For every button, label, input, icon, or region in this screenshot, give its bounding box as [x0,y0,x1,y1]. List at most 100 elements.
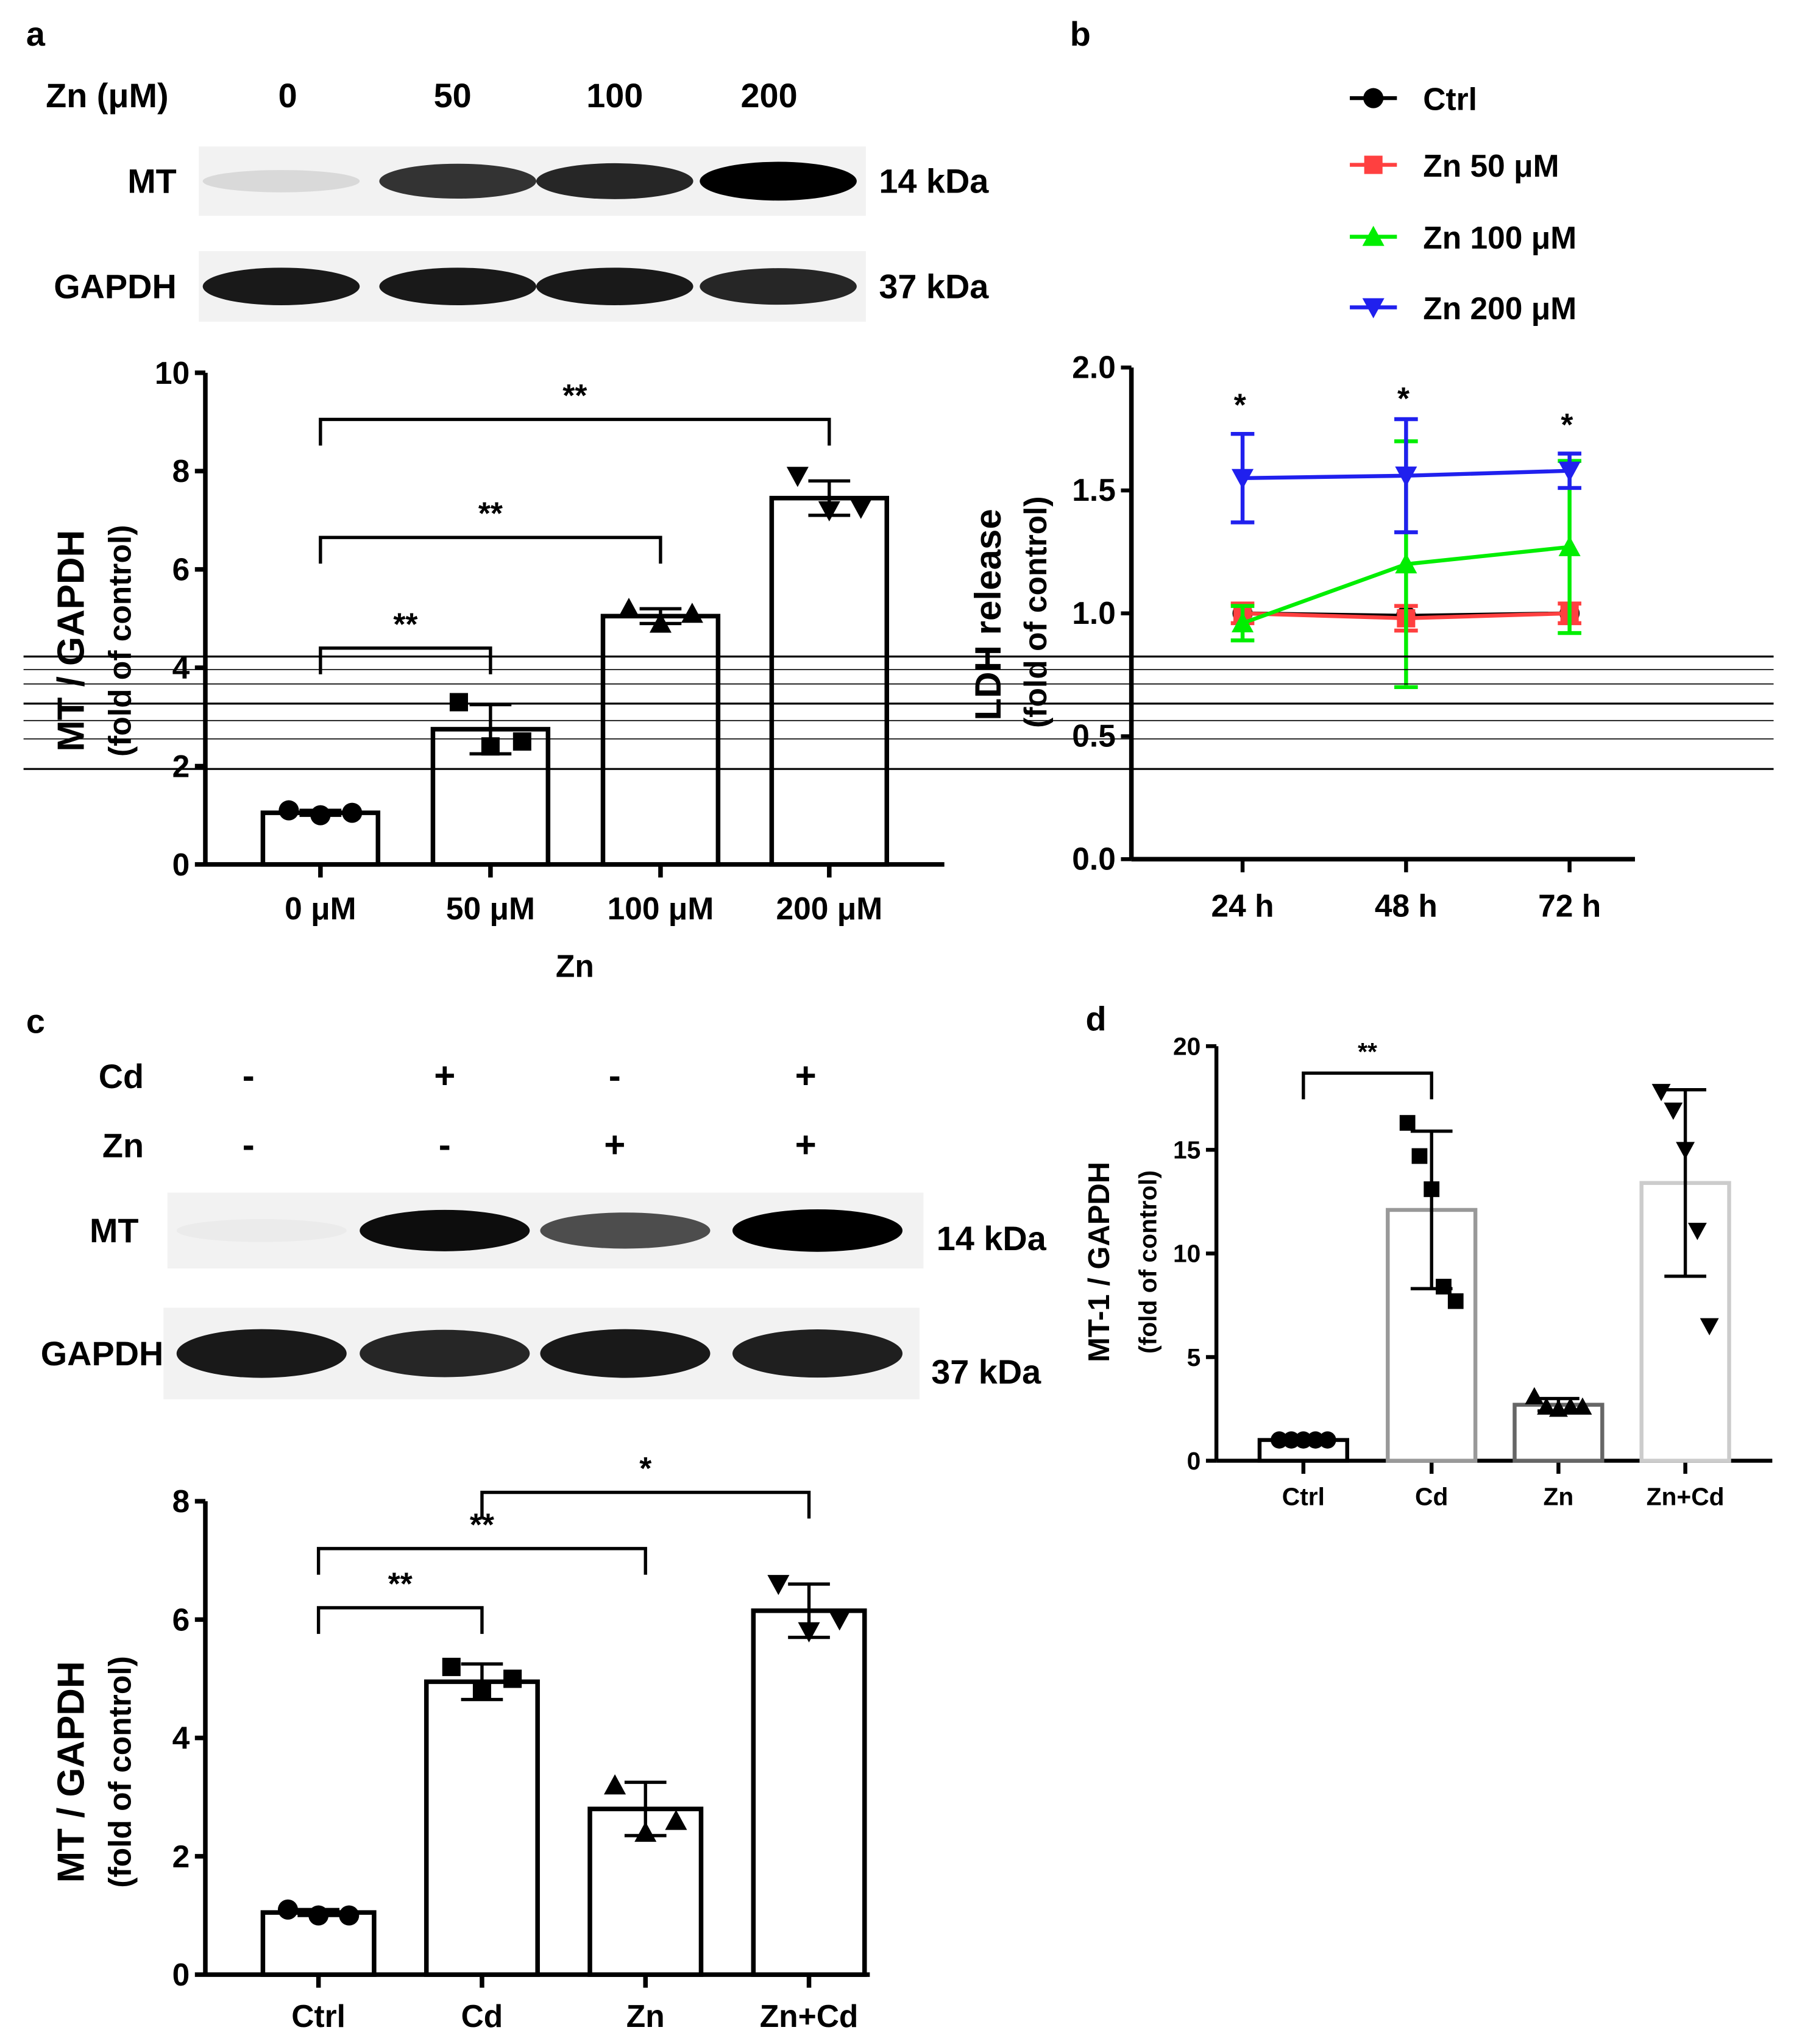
chart-d-y-tick-label: 5 [1187,1343,1201,1371]
scan-artifact-lines [23,655,1774,770]
panel-label-a: a [26,15,46,53]
blot-c-mt-band [360,1209,530,1251]
blot-c-sign: - [243,1055,255,1096]
chart-b-series-zn-100-m-point [1232,612,1254,632]
chart-c-significance-bracket [316,1547,647,1575]
chart-b-legend-label: Zn 100 μM [1423,220,1576,255]
blot-a-lane-label: 100 [586,76,643,115]
panel-label-b: b [1070,15,1091,53]
chart-d-y-tick-label: 10 [1173,1240,1200,1268]
chart-b-y-tick-label: 1.5 [1072,472,1116,507]
chart-a-bar [600,614,721,867]
chart-c-significance-bracket [316,1606,484,1634]
blot-a-row-label: GAPDH [54,267,177,305]
chart-a-data-point [849,498,872,519]
chart-b-legend-label: Zn 200 μM [1423,291,1576,326]
chart-a-data-point [481,737,500,756]
chart-b-y-tick-label: 0.0 [1072,841,1116,876]
chart-b-series-zn-100-m-point [1395,553,1417,574]
chart-c-significance-label: ** [388,1566,413,1602]
chart-a-y-tick-label: 6 [172,552,190,587]
chart-d-y-label: MT-1 / GAPDH [1083,1162,1116,1362]
blot-c-condition-label: Zn [102,1126,144,1165]
chart-d-x-tick-label: Zn [1544,1483,1574,1511]
blot-c-condition-label: Cd [99,1057,144,1095]
chart-b-significance-label: * [1561,407,1573,442]
blot-c-sign: - [439,1125,451,1165]
blot-a-mt-band [379,163,537,199]
blot-a-header-label: Zn (μM) [46,76,168,115]
chart-b-y-label: LDH release [968,509,1009,720]
chart-c-x-tick-label: Zn [626,1998,665,2034]
chart-a-y-label-2: (fold of control) [102,525,138,757]
chart-d-x-tick-label: Zn+Cd [1647,1483,1725,1511]
chart-a-significance-bracket [319,417,831,446]
blot-a-gapdh-band [379,267,537,305]
chart-b-significance-label: * [1397,381,1410,416]
chart-d-data-point [1664,1102,1683,1120]
blot-a-kda-label: 14 kDa [879,162,989,200]
blot-a-gapdh-band [536,267,693,305]
chart-a-y-label: MT / GAPDH [50,530,92,752]
chart-a-data-point [310,805,331,826]
chart-d-data-point [1399,1115,1416,1131]
chart-d-data-point [1687,1223,1707,1240]
chart-a-data-point [449,693,468,712]
chart-b-y-label-2: (fold of control) [1018,496,1053,727]
chart-b-series-zn-200-m-point [1395,466,1417,487]
chart-a-y-tick-label: 0 [172,847,190,882]
blot-a-mt-band [700,161,857,201]
chart-d-data-point [1319,1431,1336,1449]
chart-c-bar [751,1608,867,1977]
chart-c-y-label: MT / GAPDH [50,1661,92,1883]
chart-a-data-point [278,800,299,821]
chart-a-significance-label: ** [562,378,587,413]
chart-a-significance-bracket [319,536,662,564]
chart-d-data-point [1436,1278,1452,1295]
chart-c-y-tick-label: 4 [172,1720,190,1756]
chart-c-data-point [828,1610,851,1631]
chart-a-significance-label: ** [393,606,417,642]
chart-c-x-tick-label: Cd [461,1998,503,2034]
chart-d-significance-bracket [1302,1071,1433,1100]
chart-a-x-tick-label: 50 μM [446,891,535,926]
chart-b-significance-label: * [1234,387,1246,423]
chart-d-data-point [1282,1431,1300,1449]
chart-c-data-point [634,1822,657,1842]
chart-d-y-tick-label: 0 [1187,1447,1201,1475]
blot-c-sign: + [795,1125,817,1165]
chart-a-x-tick-label: 0 μM [285,891,356,926]
chart-c-data-point [442,1658,461,1677]
chart-b-legend-label: Zn 50 μM [1423,148,1559,183]
chart-c-data-point [503,1669,522,1688]
chart-d-x-tick-label: Ctrl [1282,1483,1325,1511]
chart-d-data-point [1424,1181,1440,1197]
chart-d-x-tick-label: Cd [1415,1483,1448,1511]
chart-b-series-zn-200-m-point [1232,469,1254,489]
chart-a-data-point [786,467,809,487]
chart-a-x-tick-label: 200 μM [776,891,882,926]
chart-c-y-tick-label: 8 [172,1483,190,1519]
chart-a-significance-label: ** [478,496,503,531]
chart-a-data-point [649,612,672,633]
chart-c-data-point [277,1899,298,1920]
chart-a-data-point [617,598,640,618]
blot-c-kda-label: 14 kDa [937,1219,1047,1257]
chart-b-legend-marker [1362,225,1385,246]
blot-c-gapdh-band [176,1329,347,1378]
chart-d-data-point [1294,1431,1313,1449]
blot-a-gapdh-band [202,267,360,305]
blot-c-sign: - [243,1125,255,1165]
chart-b-y-tick-label: 0.5 [1072,718,1116,754]
chart-c-y-label-2: (fold of control) [102,1656,138,1887]
chart-a-y-tick-label: 8 [172,453,190,489]
chart-a-data-point [342,802,363,823]
chart-c-y-tick-label: 0 [172,1957,190,1992]
blot-c-mt-band [176,1219,347,1242]
chart-c-y-tick-label: 2 [172,1839,190,1874]
chart-d-data-point [1651,1084,1671,1102]
blot-c-kda-label: 37 kDa [931,1353,1041,1391]
chart-b-x-tick-label: 24 h [1211,888,1274,924]
chart-a-data-point [512,732,531,751]
